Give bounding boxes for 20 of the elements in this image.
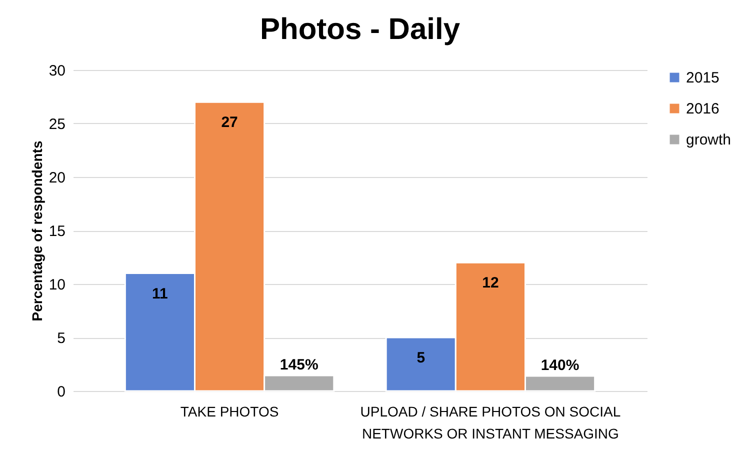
y-axis-title: Percentage of respondents (28, 140, 45, 322)
y-tick-label: 25 (48, 116, 66, 133)
y-tick-label: 30 (48, 62, 66, 80)
chart-title: Photos - Daily (260, 13, 460, 46)
x-tick-label: UPLOAD / SHARE PHOTOS ON SOCIAL NETWORKS OR INSTANT MESSAGING (360, 404, 621, 442)
x-tick-label: TAKE PHOTOS (180, 404, 279, 420)
data-label: 27 (221, 114, 238, 132)
data-label: 11 (152, 285, 168, 302)
data-label: 12 (482, 274, 499, 292)
legend-label: 2015 (686, 70, 720, 86)
y-tick-label: 10 (48, 276, 66, 294)
data-label: 5 (416, 350, 426, 366)
y-tick-label: 5 (57, 330, 66, 347)
legend-label: growth (686, 132, 732, 148)
legend-label: 2016 (686, 100, 720, 118)
y-tick-label: 15 (48, 223, 66, 240)
y-tick-label: 20 (48, 170, 66, 186)
data-label: 145% (280, 356, 318, 374)
data-label: 140% (540, 357, 580, 374)
y-tick-label: 0 (57, 384, 66, 400)
